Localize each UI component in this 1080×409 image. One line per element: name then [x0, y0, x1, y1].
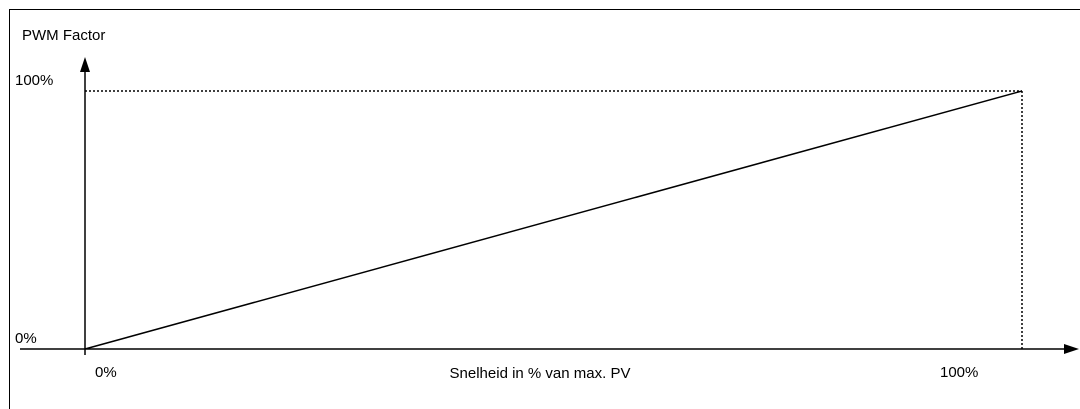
line	[84, 90, 1023, 350]
x-axis-title: Snelheid in % van max. PV	[450, 365, 631, 382]
y-tick-label: 100%	[15, 72, 53, 89]
frame	[9, 9, 1080, 409]
y-axis-arrow	[80, 57, 90, 72]
y-axis-title: PWM Factor	[22, 27, 105, 44]
x-tick-label: 0%	[95, 364, 117, 381]
x-tick-label: 100%	[940, 364, 978, 381]
x-axis-arrow	[1064, 344, 1079, 354]
y-tick-label: 0%	[15, 330, 37, 347]
